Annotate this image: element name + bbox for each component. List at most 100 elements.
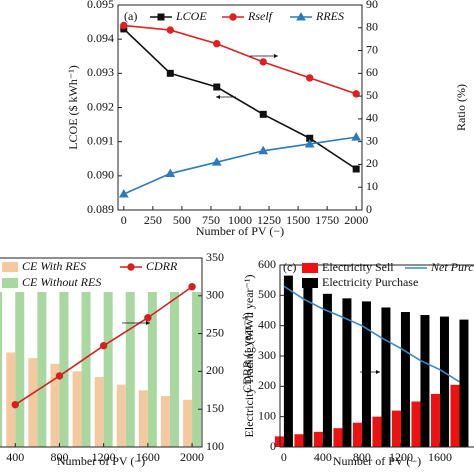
x-axis-label: Number of PV (−) xyxy=(333,454,421,468)
bar xyxy=(322,293,332,447)
bar xyxy=(400,312,410,447)
y-tick-label: 0.090 xyxy=(87,168,114,182)
y-tick-label: 200 xyxy=(258,378,276,392)
x-tick-label: 800 xyxy=(50,450,68,464)
y2-tick-label: 80 xyxy=(366,20,378,34)
bar xyxy=(50,363,60,447)
bar xyxy=(37,292,47,447)
panel-label: (a) xyxy=(124,9,137,23)
marker xyxy=(166,26,174,34)
legend-swatch xyxy=(302,263,318,273)
arrow-head xyxy=(216,95,220,99)
legend-swatch xyxy=(302,278,318,288)
bar xyxy=(391,410,401,447)
y-tick-label: 0.091 xyxy=(87,133,114,147)
bar xyxy=(303,286,313,447)
bar xyxy=(342,298,352,447)
x-tick-label: 1600 xyxy=(428,450,452,464)
legend-label: Electricity Purchase xyxy=(322,275,418,289)
marker xyxy=(55,372,64,380)
bar xyxy=(15,292,25,447)
y-tick-label: 600 xyxy=(258,257,276,271)
marker xyxy=(259,110,267,118)
x-tick-label: 0 xyxy=(281,450,287,464)
chart: 0 250 500 750 1000 1250 1500 1750 20000.0890.090… xyxy=(66,0,468,238)
y2-tick-label: 100 xyxy=(206,439,224,453)
bar xyxy=(160,395,170,447)
panel-label: (c) xyxy=(283,260,296,274)
y2-tick-label: 20 xyxy=(366,156,378,170)
plot-frame xyxy=(0,257,203,448)
bar xyxy=(313,431,323,447)
line xyxy=(123,136,357,195)
y2-tick-label: 30 xyxy=(366,133,378,147)
legend-label: RRES xyxy=(315,9,344,23)
y-tick-label: 300 xyxy=(258,348,276,362)
marker xyxy=(304,138,315,148)
x-tick-label: 1250 xyxy=(257,213,281,227)
line xyxy=(123,28,357,170)
y2-tick-label: 200 xyxy=(206,363,224,377)
x-tick-label: 1200 xyxy=(389,450,413,464)
line xyxy=(283,285,460,383)
marker xyxy=(213,83,221,91)
x-tick-label: 0 xyxy=(121,213,127,227)
y-tick-label: 0 xyxy=(270,439,276,453)
y-axis-label: LCOE ($ kWh⁻¹) xyxy=(66,65,80,150)
marker xyxy=(213,40,221,48)
bar xyxy=(125,292,135,447)
bar xyxy=(28,358,38,447)
y2-tick-label: 60 xyxy=(366,65,378,79)
y-tick-label: 0.093 xyxy=(87,65,114,79)
legend-label: LCOE xyxy=(175,9,207,23)
x-tick-label: 750 xyxy=(202,213,220,227)
bar xyxy=(103,292,113,447)
bar xyxy=(94,377,104,447)
legend-swatch xyxy=(2,262,18,272)
x-tick-label: 500 xyxy=(173,213,191,227)
bar xyxy=(59,292,69,447)
marker xyxy=(258,145,269,155)
marker xyxy=(351,132,362,141)
marker xyxy=(144,314,152,322)
y-tick-label: 500 xyxy=(258,287,276,301)
legend-label: CE Without RES xyxy=(22,275,101,289)
bar xyxy=(6,352,16,447)
bar xyxy=(333,428,343,447)
y-tick-label: 0.092 xyxy=(87,99,114,113)
legend-label: Net Purchase xyxy=(430,260,474,274)
arrow-head xyxy=(376,370,380,374)
x-tick-label: 2000 xyxy=(344,213,368,227)
bar xyxy=(283,275,293,447)
y2-tick-label: 10 xyxy=(366,179,378,193)
y-tick-label: 0.089 xyxy=(87,202,114,216)
marker xyxy=(306,74,314,82)
x-tick-label: 1000 xyxy=(228,213,252,227)
legend-label: Rself xyxy=(247,9,274,23)
legend-marker xyxy=(229,13,237,21)
x-tick-label: 1750 xyxy=(315,213,339,227)
marker xyxy=(166,69,174,77)
bar xyxy=(169,292,179,447)
plot-frame xyxy=(117,4,363,211)
marker xyxy=(211,157,222,166)
legend-label: CE With RES xyxy=(22,259,86,273)
arrow-head xyxy=(274,54,278,58)
bar xyxy=(420,315,430,447)
bar xyxy=(439,316,449,447)
y2-tick-label: 350 xyxy=(206,250,224,264)
legend-swatch xyxy=(2,278,18,288)
y2-tick-label: 300 xyxy=(206,288,224,302)
bar xyxy=(116,384,126,447)
x-axis-label: Number of PV (−) xyxy=(196,224,284,238)
y2-tick-label: 70 xyxy=(366,42,378,56)
x-tick-label: 400 xyxy=(314,450,332,464)
x-tick-label: 400 xyxy=(6,450,24,464)
y-tick-label: 0.094 xyxy=(87,31,114,45)
x-axis-label: Number of PV (−) xyxy=(57,454,145,468)
bar xyxy=(192,292,202,447)
legend-marker xyxy=(127,263,135,271)
y2-tick-label: 0 xyxy=(366,202,372,216)
